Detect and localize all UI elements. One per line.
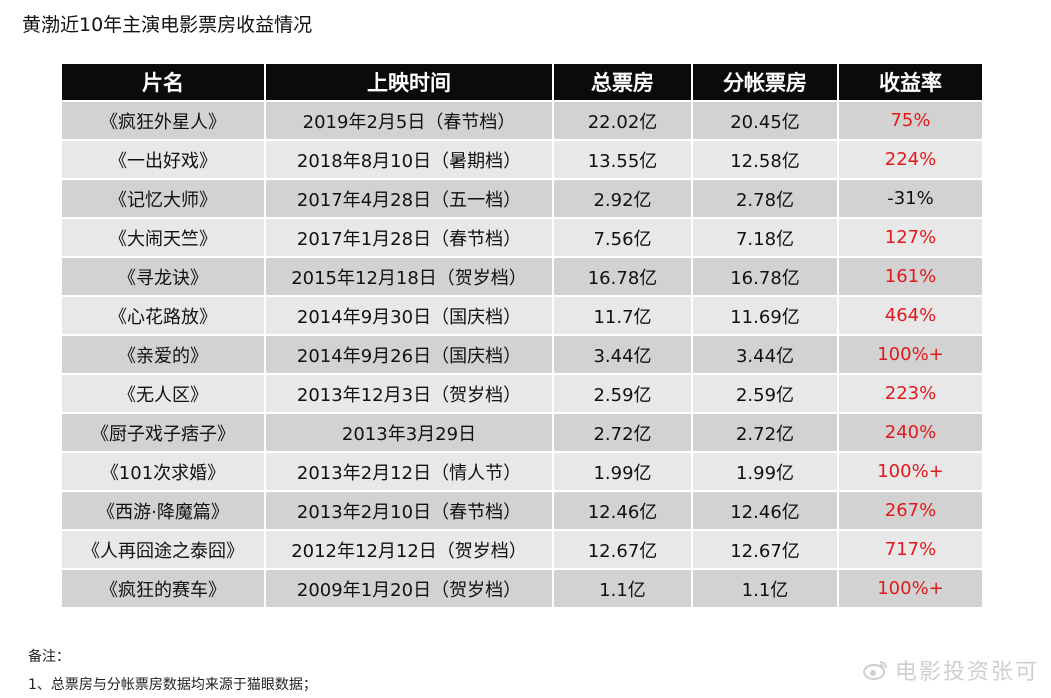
- table-row: 《心花路放》 2014年9月30日（国庆档） 11.7亿 11.69亿 464%: [62, 297, 982, 334]
- total-box-office-cell: 22.02亿: [554, 102, 691, 139]
- table-row: 《寻龙诀》 2015年12月18日（贺岁档） 16.78亿 16.78亿 161%: [62, 258, 982, 295]
- split-box-office-cell: 3.44亿: [693, 336, 837, 373]
- movie-name-cell: 《厨子戏子痞子》: [62, 414, 264, 451]
- total-box-office-cell: 11.7亿: [554, 297, 691, 334]
- movie-name-cell: 《大闹天竺》: [62, 219, 264, 256]
- return-rate-cell: 224%: [839, 141, 982, 178]
- split-box-office-cell: 12.46亿: [693, 492, 837, 529]
- split-box-office-cell: 1.1亿: [693, 570, 837, 607]
- release-date-cell: 2012年12月12日（贺岁档）: [266, 531, 552, 568]
- release-date-cell: 2018年8月10日（暑期档）: [266, 141, 552, 178]
- header-rate: 收益率: [839, 64, 982, 100]
- return-rate-cell: 75%: [839, 102, 982, 139]
- box-office-table: 片名 上映时间 总票房 分帐票房 收益率 《疯狂外星人》 2019年2月5日（春节…: [60, 62, 984, 609]
- header-total: 总票房: [554, 64, 691, 100]
- header-name: 片名: [62, 64, 264, 100]
- release-date-cell: 2014年9月30日（国庆档）: [266, 297, 552, 334]
- return-rate-cell: 267%: [839, 492, 982, 529]
- movie-name-cell: 《亲爱的》: [62, 336, 264, 373]
- table-header-row: 片名 上映时间 总票房 分帐票房 收益率: [62, 64, 982, 100]
- table-row: 《西游·降魔篇》 2013年2月10日（春节档） 12.46亿 12.46亿 267%: [62, 492, 982, 529]
- total-box-office-cell: 12.46亿: [554, 492, 691, 529]
- weibo-icon: [862, 661, 887, 680]
- release-date-cell: 2013年2月10日（春节档）: [266, 492, 552, 529]
- watermark-text: 电影投资张可: [894, 660, 1039, 685]
- split-box-office-cell: 11.69亿: [693, 297, 837, 334]
- total-box-office-cell: 2.72亿: [554, 414, 691, 451]
- release-date-cell: 2014年9月26日（国庆档）: [266, 336, 552, 373]
- return-rate-cell: 127%: [839, 219, 982, 256]
- split-box-office-cell: 12.58亿: [693, 141, 837, 178]
- movie-name-cell: 《人再囧途之泰囧》: [62, 531, 264, 568]
- return-rate-cell: 161%: [839, 258, 982, 295]
- split-box-office-cell: 2.72亿: [693, 414, 837, 451]
- release-date-cell: 2013年12月3日（贺岁档）: [266, 375, 552, 412]
- return-rate-cell: 464%: [839, 297, 982, 334]
- table-row: 《无人区》 2013年12月3日（贺岁档） 2.59亿 2.59亿 223%: [62, 375, 982, 412]
- movie-name-cell: 《101次求婚》: [62, 453, 264, 490]
- header-split: 分帐票房: [693, 64, 837, 100]
- return-rate-cell: 100%+: [839, 453, 982, 490]
- total-box-office-cell: 7.56亿: [554, 219, 691, 256]
- return-rate-cell: 240%: [839, 414, 982, 451]
- table-row: 《101次求婚》 2013年2月12日（情人节） 1.99亿 1.99亿 100%+: [62, 453, 982, 490]
- release-date-cell: 2017年4月28日（五一档）: [266, 180, 552, 217]
- release-date-cell: 2013年3月29日: [266, 414, 552, 451]
- movie-name-cell: 《一出好戏》: [62, 141, 264, 178]
- table-row: 《厨子戏子痞子》 2013年3月29日 2.72亿 2.72亿 240%: [62, 414, 982, 451]
- return-rate-cell: 223%: [839, 375, 982, 412]
- table-row: 《亲爱的》 2014年9月26日（国庆档） 3.44亿 3.44亿 100%+: [62, 336, 982, 373]
- return-rate-cell: 100%+: [839, 336, 982, 373]
- table-row: 《疯狂外星人》 2019年2月5日（春节档） 22.02亿 20.45亿 75%: [62, 102, 982, 139]
- total-box-office-cell: 1.99亿: [554, 453, 691, 490]
- split-box-office-cell: 16.78亿: [693, 258, 837, 295]
- total-box-office-cell: 12.67亿: [554, 531, 691, 568]
- movie-name-cell: 《心花路放》: [62, 297, 264, 334]
- table-row: 《人再囧途之泰囧》 2012年12月12日（贺岁档） 12.67亿 12.67亿 717…: [62, 531, 982, 568]
- total-box-office-cell: 2.92亿: [554, 180, 691, 217]
- split-box-office-cell: 1.99亿: [693, 453, 837, 490]
- movie-name-cell: 《无人区》: [62, 375, 264, 412]
- movie-name-cell: 《疯狂的赛车》: [62, 570, 264, 607]
- movie-name-cell: 《疯狂外星人》: [62, 102, 264, 139]
- table-row: 《疯狂的赛车》 2009年1月20日（贺岁档） 1.1亿 1.1亿 100%+: [62, 570, 982, 607]
- total-box-office-cell: 3.44亿: [554, 336, 691, 373]
- page-title: 黄渤近10年主演电影票房收益情况: [22, 14, 313, 36]
- movie-name-cell: 《寻龙诀》: [62, 258, 264, 295]
- release-date-cell: 2017年1月28日（春节档）: [266, 219, 552, 256]
- movie-name-cell: 《西游·降魔篇》: [62, 492, 264, 529]
- return-rate-cell: -31%: [839, 180, 982, 217]
- split-box-office-cell: 2.78亿: [693, 180, 837, 217]
- split-box-office-cell: 2.59亿: [693, 375, 837, 412]
- watermark: 电影投资张可: [862, 654, 1039, 686]
- table-row: 《大闹天竺》 2017年1月28日（春节档） 7.56亿 7.18亿 127%: [62, 219, 982, 256]
- release-date-cell: 2009年1月20日（贺岁档）: [266, 570, 552, 607]
- split-box-office-cell: 12.67亿: [693, 531, 837, 568]
- release-date-cell: 2013年2月12日（情人节）: [266, 453, 552, 490]
- movie-name-cell: 《记忆大师》: [62, 180, 264, 217]
- table-row: 《一出好戏》 2018年8月10日（暑期档） 13.55亿 12.58亿 224%: [62, 141, 982, 178]
- total-box-office-cell: 2.59亿: [554, 375, 691, 412]
- release-date-cell: 2015年12月18日（贺岁档）: [266, 258, 552, 295]
- split-box-office-cell: 20.45亿: [693, 102, 837, 139]
- notes: 备注： 1、总票房与分帐票房数据均来源于猫眼数据；: [28, 646, 317, 693]
- release-date-cell: 2019年2月5日（春节档）: [266, 102, 552, 139]
- table-row: 《记忆大师》 2017年4月28日（五一档） 2.92亿 2.78亿 -31%: [62, 180, 982, 217]
- notes-label: 备注：: [28, 649, 70, 665]
- header-date: 上映时间: [266, 64, 552, 100]
- notes-line-1: 1、总票房与分帐票房数据均来源于猫眼数据；: [28, 677, 317, 693]
- total-box-office-cell: 1.1亿: [554, 570, 691, 607]
- total-box-office-cell: 16.78亿: [554, 258, 691, 295]
- total-box-office-cell: 13.55亿: [554, 141, 691, 178]
- return-rate-cell: 717%: [839, 531, 982, 568]
- split-box-office-cell: 7.18亿: [693, 219, 837, 256]
- return-rate-cell: 100%+: [839, 570, 982, 607]
